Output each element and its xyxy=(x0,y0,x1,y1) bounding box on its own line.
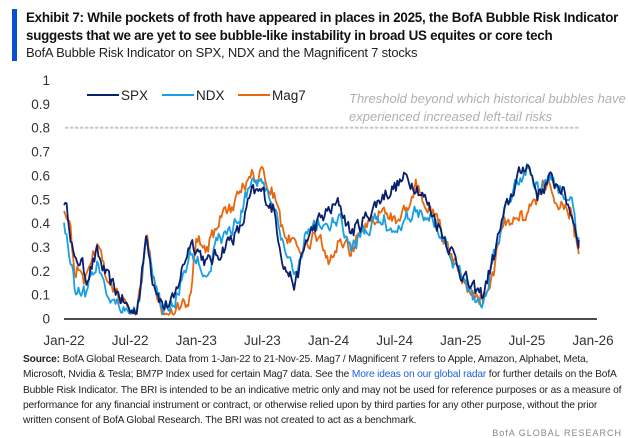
line-chart: 0 0.1 0.2 0.3 0.4 0.5 0.6 0.7 0.8 0.9 1 Jan-22 Jul-… xyxy=(31,73,626,348)
x-tick-label: Jan-25 xyxy=(440,333,481,348)
y-tick-label: 0.9 xyxy=(31,97,50,112)
legend-label: NDX xyxy=(196,88,225,103)
y-axis-ticks: 0 0.1 0.2 0.3 0.4 0.5 0.6 0.7 0.8 0.9 1 xyxy=(31,73,50,327)
y-tick-label: 0.6 xyxy=(31,168,50,183)
series-line-mag7 xyxy=(63,166,580,316)
footer-text-2: for further details on the BofA Bubble R… xyxy=(23,369,622,427)
source-label: Source: xyxy=(23,354,60,365)
y-tick-label: 0 xyxy=(42,312,50,327)
legend-label: SPX xyxy=(121,88,148,103)
footer-text-1: BofA Global Research. Data from 1-Jan-22… xyxy=(23,354,589,381)
threshold-annotation-line-2: experienced increased left-tail risks xyxy=(349,109,553,124)
chart-title: Exhibit 7: While pockets of froth have a… xyxy=(26,10,619,43)
y-tick-label: 0.3 xyxy=(31,240,50,255)
x-tick-label: Jul-23 xyxy=(244,333,281,348)
legend-item-spx: SPX xyxy=(87,88,148,103)
threshold-annotation-line-1: Threshold beyond which historical bubble… xyxy=(349,91,626,106)
y-tick-label: 0.2 xyxy=(31,264,50,279)
x-tick-label: Jan-23 xyxy=(176,333,217,348)
legend-label: Mag7 xyxy=(272,88,306,103)
legend-item-mag7: Mag7 xyxy=(238,88,306,103)
x-tick-label: Jan-22 xyxy=(43,333,84,348)
y-tick-label: 0.5 xyxy=(31,192,50,207)
x-tick-label: Jul-24 xyxy=(376,333,413,348)
legend-item-ndx: NDX xyxy=(162,88,225,103)
series-line-spx xyxy=(63,164,580,315)
x-tick-label: Jul-22 xyxy=(112,333,149,348)
legend: SPX NDX Mag7 xyxy=(87,88,306,103)
x-axis-ticks: Jan-22 Jul-22 Jan-23 Jul-23 Jan-24 Jul-24 Jan-… xyxy=(43,333,613,348)
brand-footer: BofA GLOBAL RESEARCH xyxy=(492,428,622,438)
y-tick-label: 0.8 xyxy=(31,121,50,136)
y-tick-label: 0.7 xyxy=(31,145,50,160)
y-tick-label: 0.4 xyxy=(31,216,50,231)
chart-subtitle: BofA Bubble Risk Indicator on SPX, NDX a… xyxy=(26,45,418,60)
x-tick-label: Jan-24 xyxy=(308,333,350,348)
y-tick-label: 1 xyxy=(42,73,50,88)
y-tick-label: 0.1 xyxy=(31,288,50,303)
x-tick-label: Jul-25 xyxy=(508,333,545,348)
chart-header: Exhibit 7: While pockets of froth have a… xyxy=(12,9,628,61)
series-group xyxy=(63,163,580,316)
x-tick-label: Jan-26 xyxy=(572,333,613,348)
global-radar-link[interactable]: More ideas on our global radar xyxy=(351,369,487,381)
footer-note: Source: BofA Global Research. Data from … xyxy=(23,352,623,428)
